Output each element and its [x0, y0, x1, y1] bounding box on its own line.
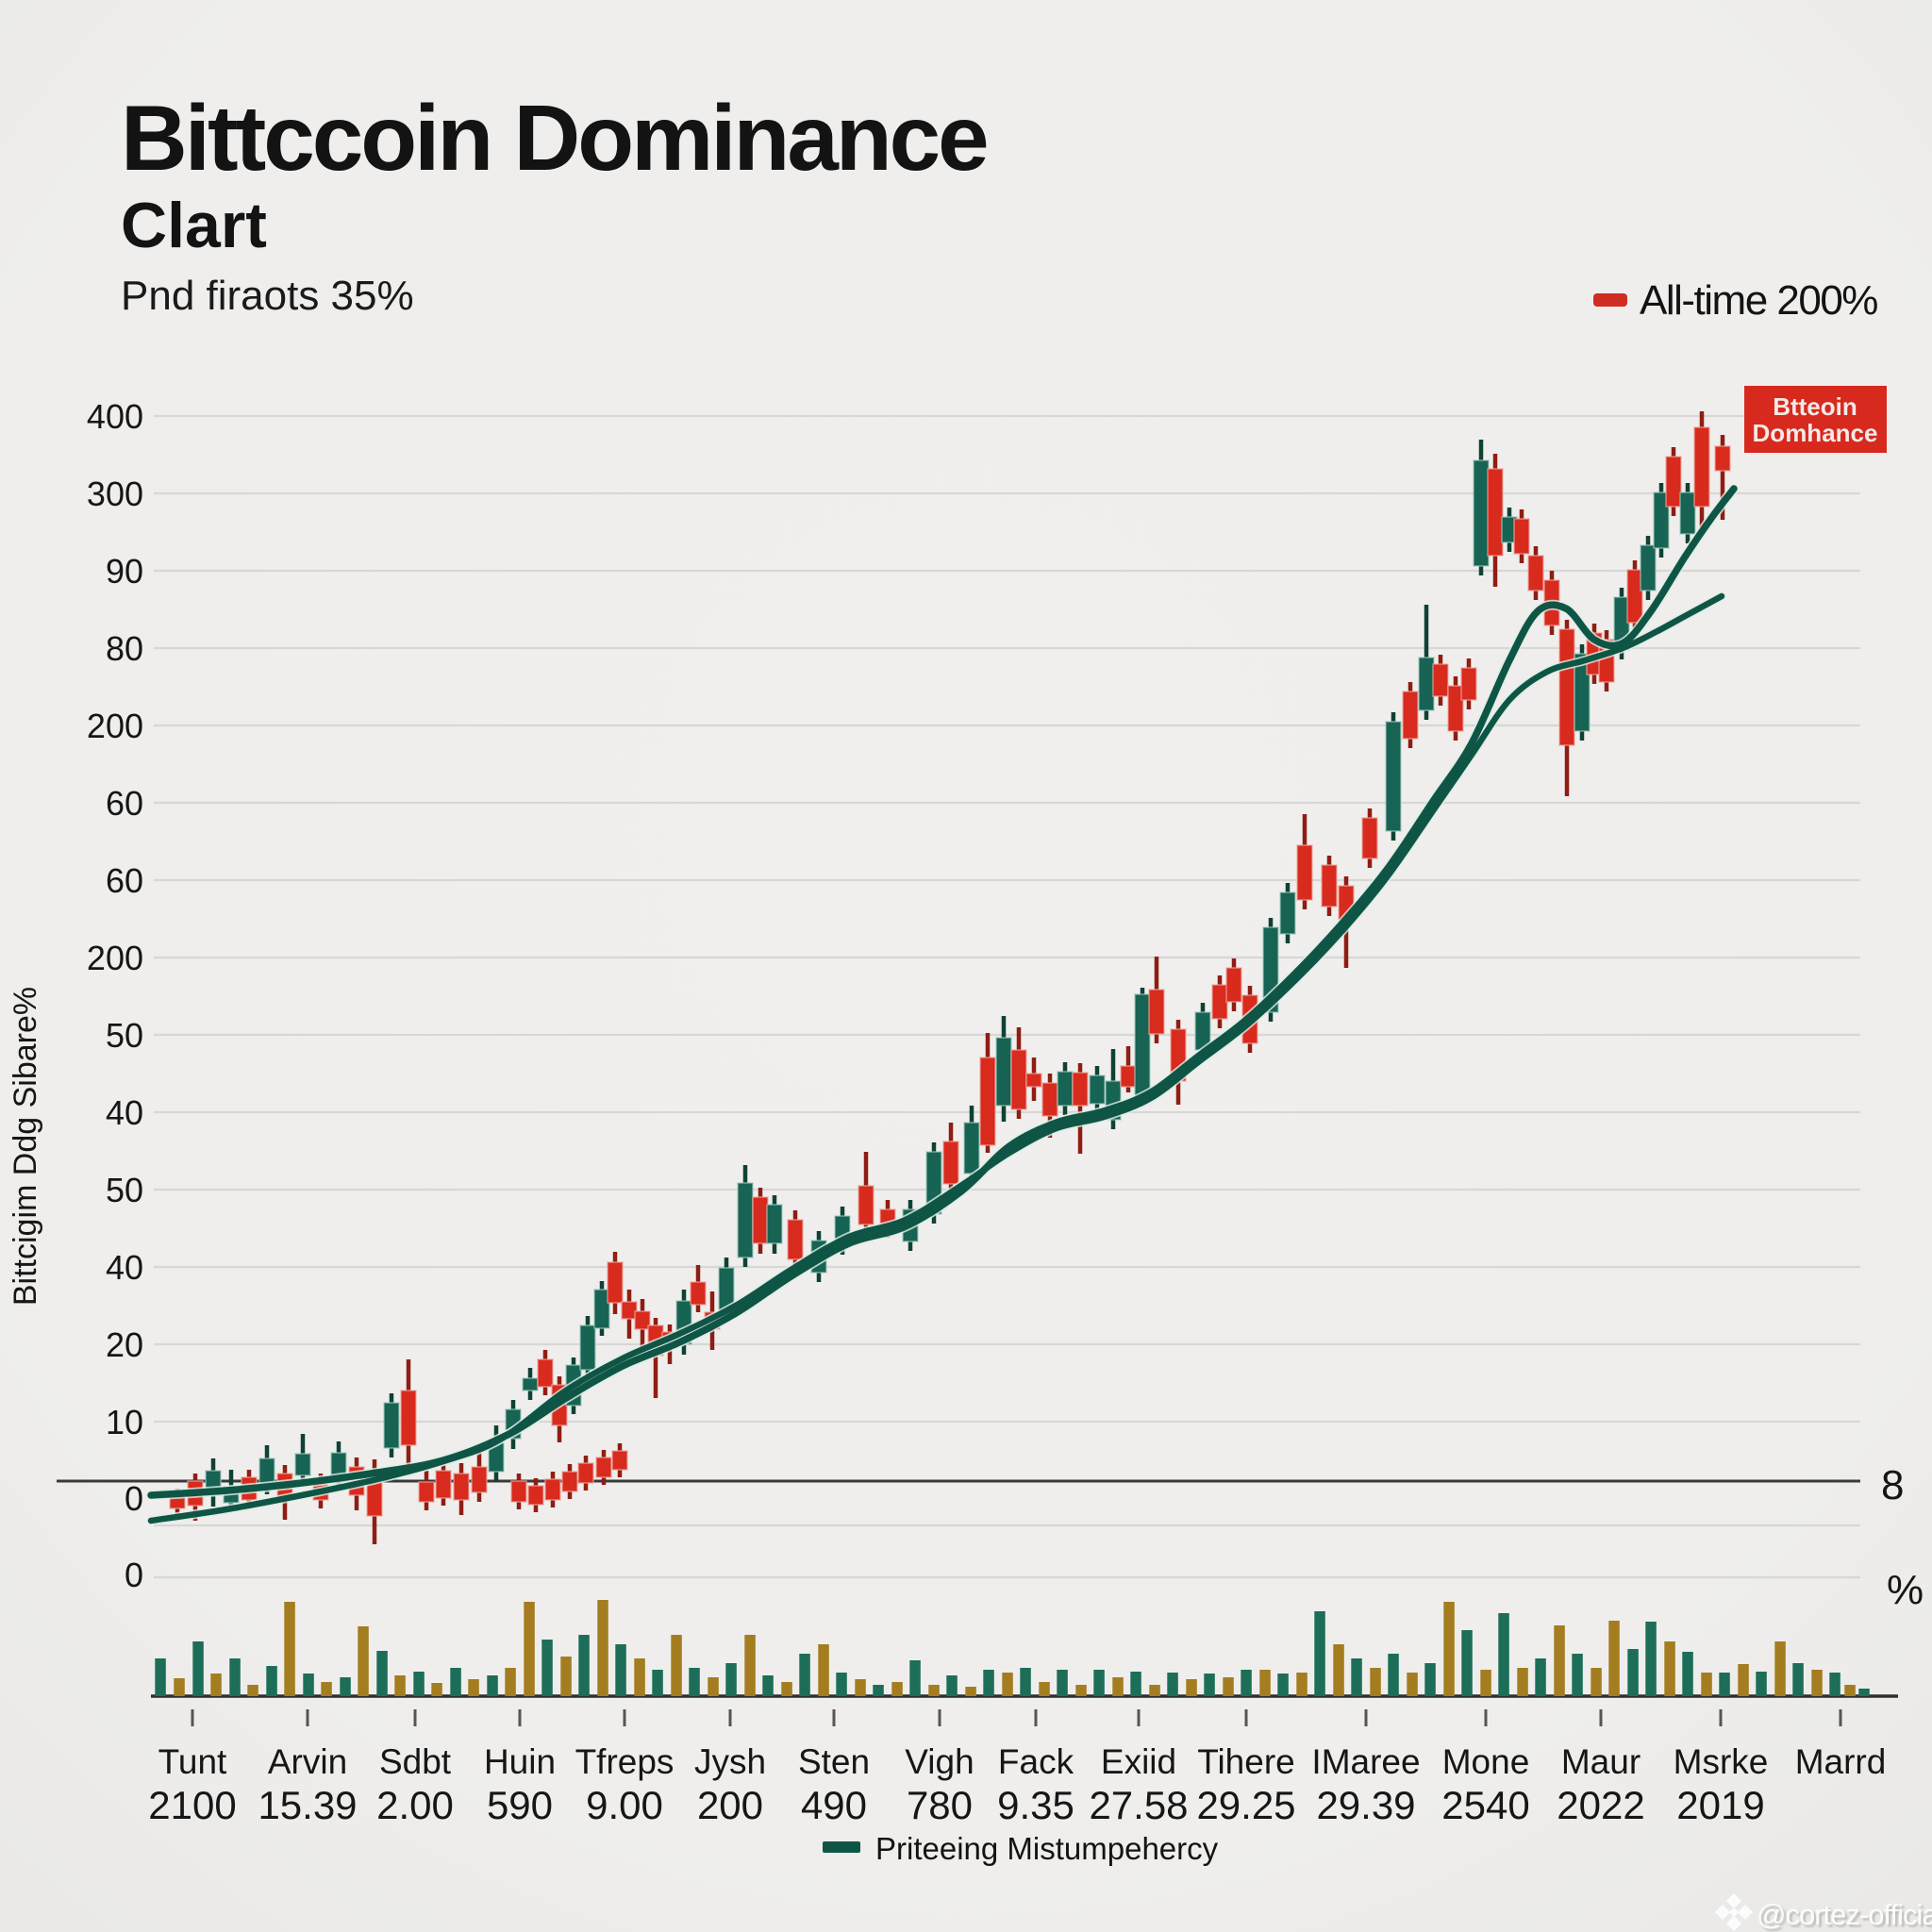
svg-text:Domhance: Domhance	[1753, 419, 1878, 447]
svg-text:29.39: 29.39	[1316, 1783, 1415, 1827]
svg-text:2019: 2019	[1676, 1783, 1764, 1827]
svg-text:300: 300	[87, 475, 143, 513]
svg-text:Vigh: Vigh	[905, 1742, 974, 1781]
svg-text:29.25: 29.25	[1196, 1783, 1295, 1827]
svg-text:0: 0	[125, 1556, 143, 1594]
svg-text:Fack: Fack	[998, 1742, 1074, 1781]
svg-text:490: 490	[801, 1783, 867, 1827]
svg-text:9.00: 9.00	[586, 1783, 663, 1827]
svg-text:Bittcigim Ddg Sibare%: Bittcigim Ddg Sibare%	[8, 987, 43, 1306]
svg-text:Priteeing Mistumpehercy: Priteeing Mistumpehercy	[875, 1831, 1219, 1866]
svg-text:Arvin: Arvin	[268, 1742, 347, 1781]
svg-text:%: %	[1887, 1567, 1924, 1613]
svg-text:Huin: Huin	[484, 1742, 556, 1781]
svg-text:@cortez-official: @cortez-official	[1757, 1898, 1932, 1931]
svg-text:90: 90	[106, 552, 143, 591]
svg-text:200: 200	[87, 939, 143, 977]
svg-text:Sdbt: Sdbt	[379, 1742, 452, 1781]
svg-text:10: 10	[106, 1403, 143, 1441]
svg-text:2540: 2540	[1441, 1783, 1529, 1827]
svg-text:20: 20	[106, 1325, 143, 1364]
svg-text:15.39: 15.39	[258, 1783, 357, 1827]
svg-text:2100: 2100	[148, 1783, 236, 1827]
svg-text:40: 40	[106, 1248, 143, 1287]
svg-text:Jysh: Jysh	[694, 1742, 766, 1781]
svg-text:50: 50	[106, 1171, 143, 1209]
svg-text:Mone: Mone	[1442, 1742, 1530, 1781]
svg-text:60: 60	[106, 861, 143, 900]
svg-text:200: 200	[697, 1783, 763, 1827]
svg-text:Tunt: Tunt	[158, 1742, 227, 1781]
svg-text:Maur: Maur	[1561, 1742, 1641, 1781]
svg-text:Btteoin: Btteoin	[1773, 392, 1857, 421]
svg-text:Sten: Sten	[798, 1742, 870, 1781]
svg-text:IMaree: IMaree	[1311, 1742, 1420, 1781]
svg-text:590: 590	[487, 1783, 553, 1827]
svg-text:27.58: 27.58	[1089, 1783, 1188, 1827]
svg-text:200: 200	[87, 707, 143, 745]
svg-text:All-time 200%: All-time 200%	[1640, 277, 1877, 324]
svg-text:8: 8	[1881, 1462, 1904, 1508]
svg-text:Marrd: Marrd	[1795, 1742, 1887, 1781]
svg-text:80: 80	[106, 629, 143, 668]
svg-text:0: 0	[125, 1479, 143, 1518]
svg-text:9.35: 9.35	[997, 1783, 1074, 1827]
svg-text:40: 40	[106, 1093, 143, 1132]
svg-text:Exiid: Exiid	[1101, 1742, 1176, 1781]
svg-text:Tihere: Tihere	[1197, 1742, 1295, 1781]
svg-text:Msrke: Msrke	[1674, 1742, 1769, 1781]
svg-text:Tfreps: Tfreps	[575, 1742, 675, 1781]
svg-text:400: 400	[87, 397, 143, 436]
svg-text:780: 780	[907, 1783, 973, 1827]
svg-text:60: 60	[106, 784, 143, 823]
svg-text:2.00: 2.00	[376, 1783, 454, 1827]
svg-text:Clart: Clart	[121, 190, 267, 261]
svg-text:Bittccoin Dominance: Bittccoin Dominance	[121, 86, 987, 190]
svg-text:2022: 2022	[1557, 1783, 1644, 1827]
svg-text:Pnd firaots 35%: Pnd firaots 35%	[121, 273, 414, 319]
svg-text:50: 50	[106, 1016, 143, 1055]
